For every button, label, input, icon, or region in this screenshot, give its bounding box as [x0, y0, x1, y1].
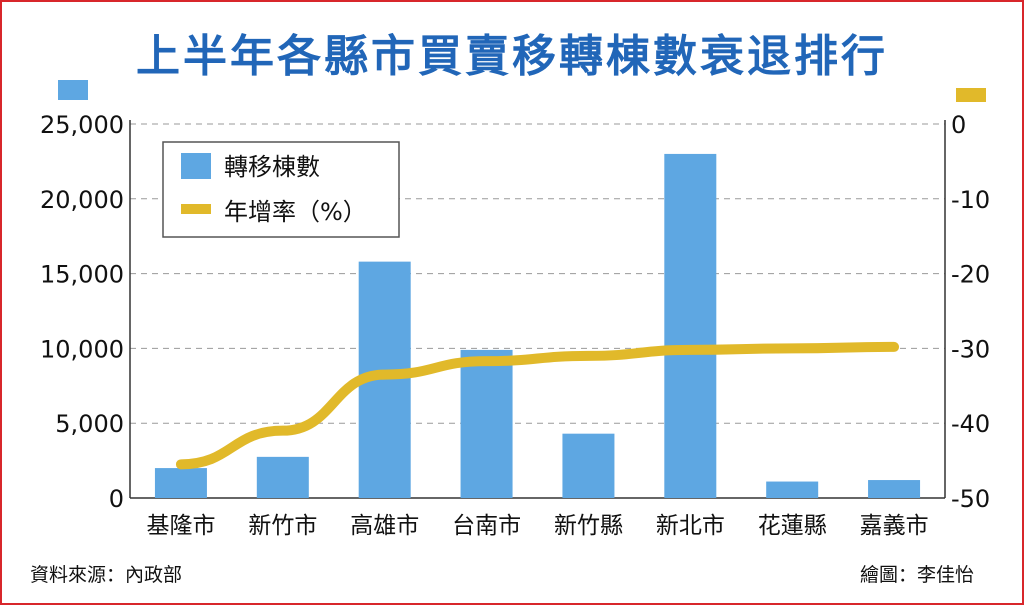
y-left-tick-label: 5,000	[55, 410, 124, 438]
bar	[460, 349, 513, 498]
legend-swatch-bar	[181, 153, 211, 179]
bar	[154, 468, 207, 498]
source-note: 資料來源：內政部	[30, 564, 183, 586]
bar	[562, 433, 615, 498]
y-left-tick-label: 20,000	[40, 186, 124, 214]
y-right-tick-label: 0	[951, 111, 966, 139]
legend-label-bar: 轉移棟數	[224, 153, 320, 181]
y-right-tick-label: -50	[951, 485, 990, 513]
y-right-tick-label: -10	[951, 186, 990, 214]
x-tick-label: 台南市	[452, 513, 521, 539]
y-right-tick-label: -30	[951, 335, 990, 363]
credit-note: 繪圖：李佳怡	[860, 564, 975, 586]
y-left-tick-label: 15,000	[40, 261, 124, 289]
bar	[868, 480, 921, 498]
legend-label-line: 年增率（%）	[224, 198, 367, 226]
x-tick-label: 嘉義市	[860, 513, 929, 539]
chart-title: 上半年各縣市買賣移轉棟數衰退排行	[136, 31, 888, 82]
y-right-tick-label: -40	[951, 410, 990, 438]
y-left-series-marker	[58, 80, 88, 100]
x-tick-label: 新竹縣	[554, 513, 623, 539]
legend-swatch-line	[181, 204, 211, 214]
y-left-tick-label: 25,000	[40, 111, 124, 139]
x-tick-label: 高雄市	[350, 513, 419, 539]
x-tick-label: 新竹市	[248, 513, 317, 539]
y-left-tick-label: 10,000	[40, 335, 124, 363]
x-tick-label: 基隆市	[146, 513, 215, 539]
bar	[256, 456, 309, 498]
x-tick-label: 花蓮縣	[758, 513, 827, 539]
y-right-tick-label: -20	[951, 261, 990, 289]
bar	[664, 153, 717, 499]
y-left-tick-label: 0	[109, 485, 124, 513]
growth-rate-line	[175, 341, 900, 470]
bar	[766, 481, 819, 498]
y-right-series-marker	[956, 88, 986, 102]
x-tick-label: 新北市	[656, 513, 725, 539]
